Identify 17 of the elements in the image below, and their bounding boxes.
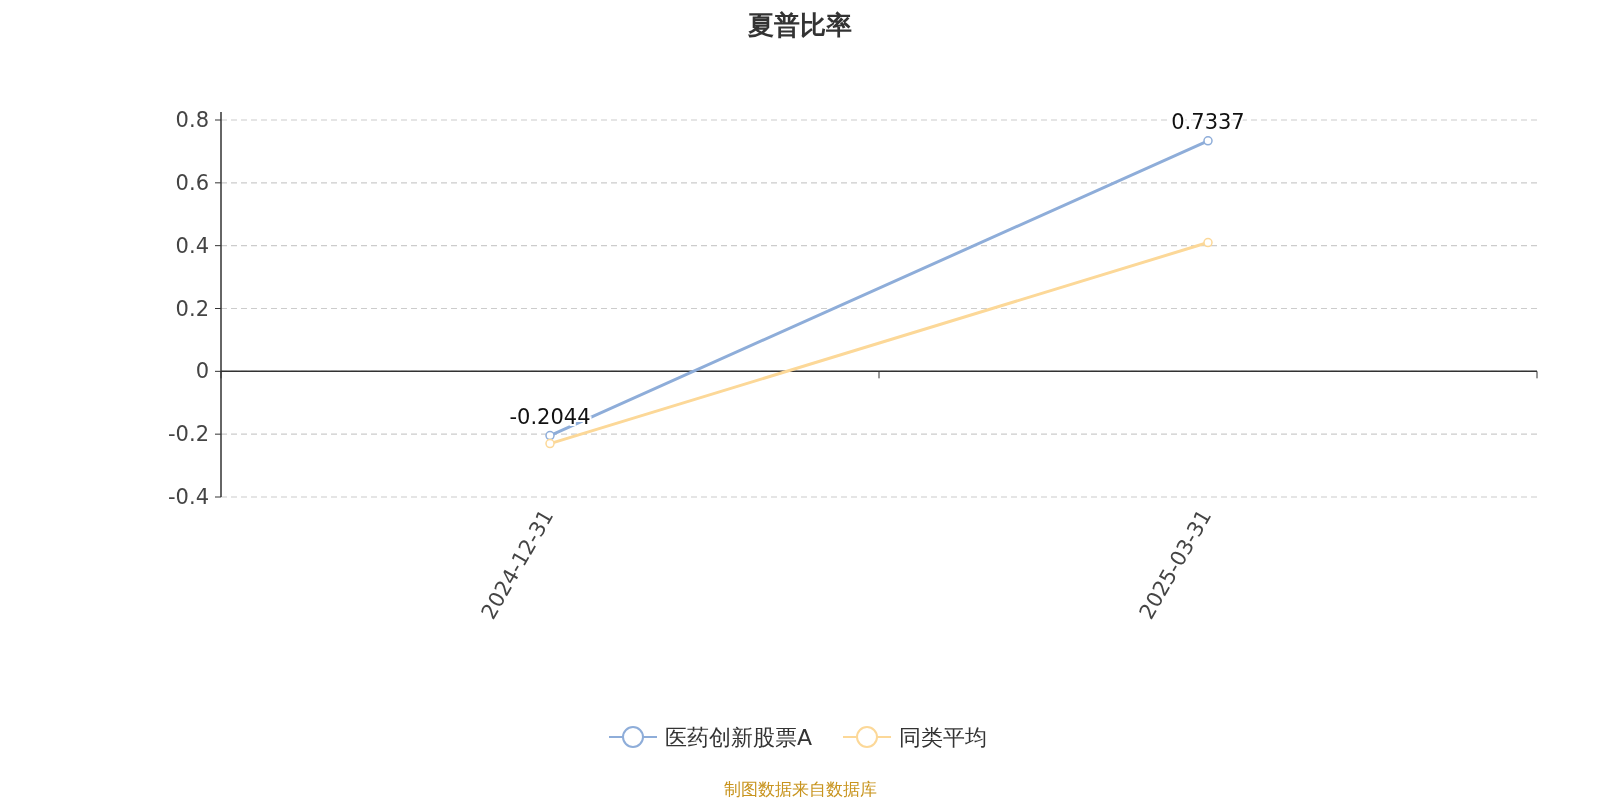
chart-title: 夏普比率 — [747, 10, 852, 40]
y-tick-label: 0.4 — [175, 233, 209, 258]
point — [1203, 136, 1213, 146]
data-label: 0.7337 — [1171, 109, 1245, 134]
legend-label: 同类平均 — [899, 725, 987, 750]
legend-label: 医药创新股票A — [665, 725, 813, 750]
y-tick-label: 0.8 — [175, 108, 209, 132]
data-label: -0.2044 — [509, 404, 591, 429]
point — [545, 438, 555, 449]
y-tick-label: 0 — [195, 359, 209, 384]
text: 制图数据来自数据库 — [723, 779, 877, 799]
y-tick-label: -0.4 — [168, 485, 209, 509]
point — [545, 430, 555, 441]
y-tick-label: 0.6 — [175, 170, 209, 195]
y-tick-label: -0.2 — [168, 422, 209, 447]
point — [1203, 237, 1213, 248]
y-tick-label: 0.2 — [175, 296, 209, 321]
